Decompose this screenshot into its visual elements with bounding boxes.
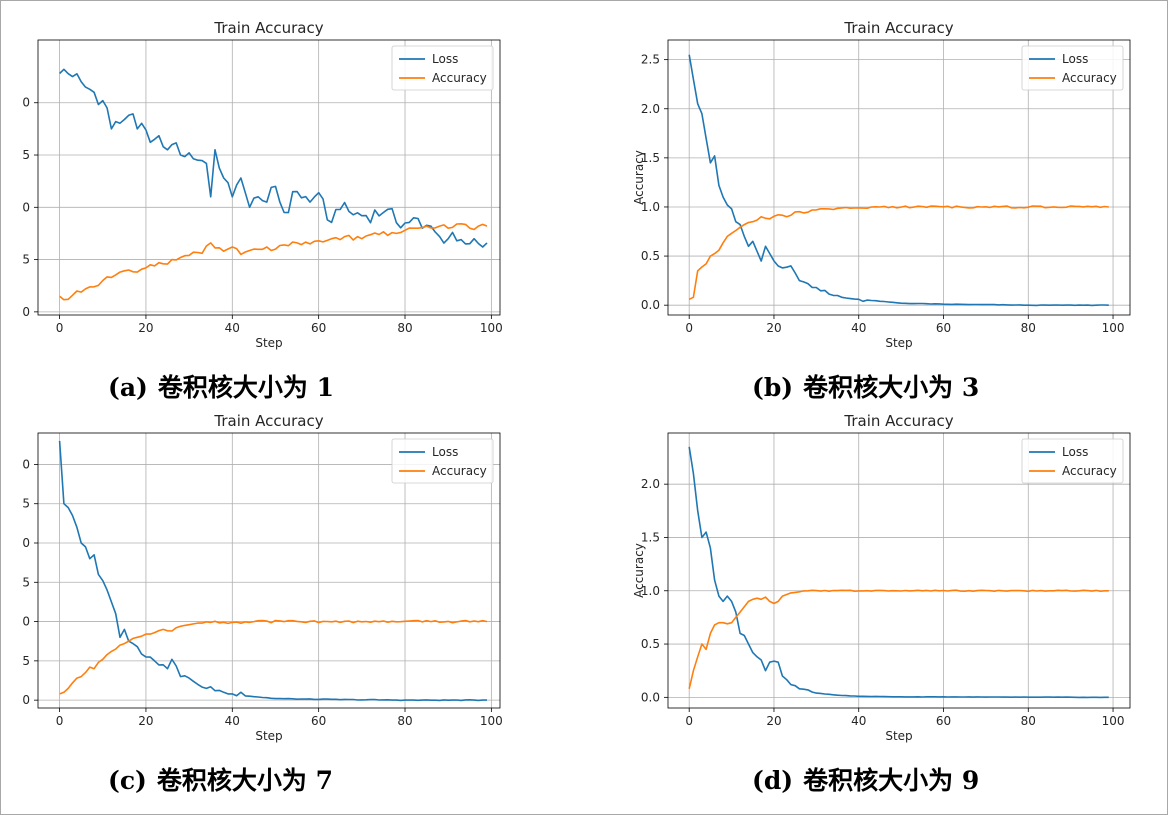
caption-text: 卷积核大小为 7 [156, 766, 333, 795]
x-tick-label: 100 [480, 714, 503, 728]
legend-label: Loss [432, 52, 458, 66]
x-axis-label: Step [885, 729, 912, 743]
y-tick-label: 0 [22, 200, 30, 214]
x-tick-label: 80 [1021, 714, 1036, 728]
caption-text: 卷积核大小为 3 [803, 373, 980, 402]
x-axis-label: Step [255, 336, 282, 350]
caption-a: (a) 卷积核大小为 1 [108, 368, 334, 404]
caption-letter: (b) [752, 373, 794, 402]
legend-label: Loss [1062, 52, 1088, 66]
x-tick-label: 60 [311, 321, 326, 335]
caption-letter: (c) [108, 766, 147, 795]
legend-label: Accuracy [1062, 71, 1117, 85]
plot-frame [37, 432, 501, 709]
caption-letter: (a) [108, 373, 148, 402]
y-tick-label: 5 [22, 575, 30, 589]
y-tick-label: 5 [22, 497, 30, 511]
y-tick-label: 0 [22, 536, 30, 550]
legend-label: Accuracy [1062, 464, 1117, 478]
series-line-loss [688, 54, 1109, 307]
y-tick-label: 1.0 [641, 200, 660, 214]
y-tick-label: 0 [22, 305, 30, 319]
series-line-accuracy [59, 619, 488, 695]
x-tick-label: 100 [1102, 714, 1125, 728]
x-tick-label: 20 [138, 714, 153, 728]
legend-box [391, 438, 494, 484]
y-tick-label: 0.0 [641, 298, 660, 312]
x-tick-label: 60 [936, 321, 951, 335]
y-tick-label: 5 [22, 654, 30, 668]
x-axis-label: Step [255, 729, 282, 743]
legend-label: Accuracy [432, 464, 487, 478]
y-tick-label: 0 [22, 96, 30, 110]
y-tick-label: 1.5 [641, 530, 660, 544]
legend-box [1021, 45, 1124, 91]
legend-label: Loss [432, 445, 458, 459]
y-tick-label: 0 [22, 693, 30, 707]
x-tick-label: 20 [766, 321, 781, 335]
legend-box [391, 45, 494, 91]
chart-d: 0 20 40 60 80 100 0.0 0.5 1.0 1.5 2.0 Train Accurac… [632, 412, 1131, 743]
y-tick-label: 0 [22, 457, 30, 471]
x-tick-label: 20 [138, 321, 153, 335]
caption-b: (b) 卷积核大小为 3 [752, 368, 979, 404]
caption-d: (d) 卷积核大小为 9 [752, 761, 979, 797]
plot-frame [667, 39, 1131, 316]
caption-text: 卷积核大小为 1 [157, 373, 334, 402]
series-line-accuracy [688, 589, 1109, 689]
series-line-loss [58, 440, 487, 702]
caption-letter: (d) [752, 766, 794, 795]
x-tick-label: 40 [225, 714, 240, 728]
chart-c: 0 20 40 60 80 100 0 5 0 5 0 5 0 Train Accuracy Step Los… [22, 412, 503, 743]
series-line-accuracy [688, 205, 1109, 301]
series-line-accuracy [59, 223, 488, 301]
y-tick-label: 1.5 [641, 151, 660, 165]
chart-title: Train Accuracy [843, 412, 953, 430]
x-tick-label: 0 [685, 321, 693, 335]
x-tick-label: 40 [851, 321, 866, 335]
x-tick-label: 100 [480, 321, 503, 335]
x-tick-label: 80 [397, 321, 412, 335]
y-tick-label: 0.5 [641, 249, 660, 263]
chart-a: 0 20 40 60 80 100 0 5 0 5 0 Train Accuracy Step Loss A… [22, 19, 503, 350]
x-tick-label: 80 [397, 714, 412, 728]
x-axis-label: Step [885, 336, 912, 350]
y-tick-label: 1.0 [641, 584, 660, 598]
chart-b: 0 20 40 60 80 100 0.0 0.5 1.0 1.5 2.0 2.5 Train Accu… [632, 19, 1131, 350]
y-tick-label: 2.5 [641, 53, 660, 67]
y-tick-label: 5 [22, 148, 30, 162]
x-tick-label: 80 [1021, 321, 1036, 335]
y-tick-label: 0.5 [641, 637, 660, 651]
chart-title: Train Accuracy [213, 19, 323, 37]
chart-title: Train Accuracy [843, 19, 953, 37]
x-tick-label: 0 [56, 714, 64, 728]
caption-c: (c) 卷积核大小为 7 [108, 761, 333, 797]
plot-frame [37, 39, 501, 316]
series-line-loss [59, 68, 488, 248]
x-tick-label: 40 [851, 714, 866, 728]
x-tick-label: 100 [1102, 321, 1125, 335]
y-tick-label: 0.0 [641, 690, 660, 704]
legend-label: Accuracy [432, 71, 487, 85]
y-axis-label: Accuracy [632, 543, 646, 598]
x-tick-label: 60 [936, 714, 951, 728]
x-tick-label: 40 [225, 321, 240, 335]
y-tick-label: 2.0 [641, 102, 660, 116]
y-axis-label: Accuracy [632, 150, 646, 205]
x-tick-label: 60 [311, 714, 326, 728]
legend-box [1021, 438, 1124, 484]
legend-label: Loss [1062, 445, 1088, 459]
x-tick-label: 0 [56, 321, 64, 335]
y-tick-label: 5 [22, 253, 30, 267]
caption-text: 卷积核大小为 9 [803, 766, 980, 795]
chart-title: Train Accuracy [213, 412, 323, 430]
series-line-loss [688, 446, 1109, 699]
y-tick-label: 0 [22, 615, 30, 629]
plot-frame [667, 432, 1131, 709]
x-tick-label: 20 [766, 714, 781, 728]
y-tick-label: 2.0 [641, 477, 660, 491]
x-tick-label: 0 [685, 714, 693, 728]
